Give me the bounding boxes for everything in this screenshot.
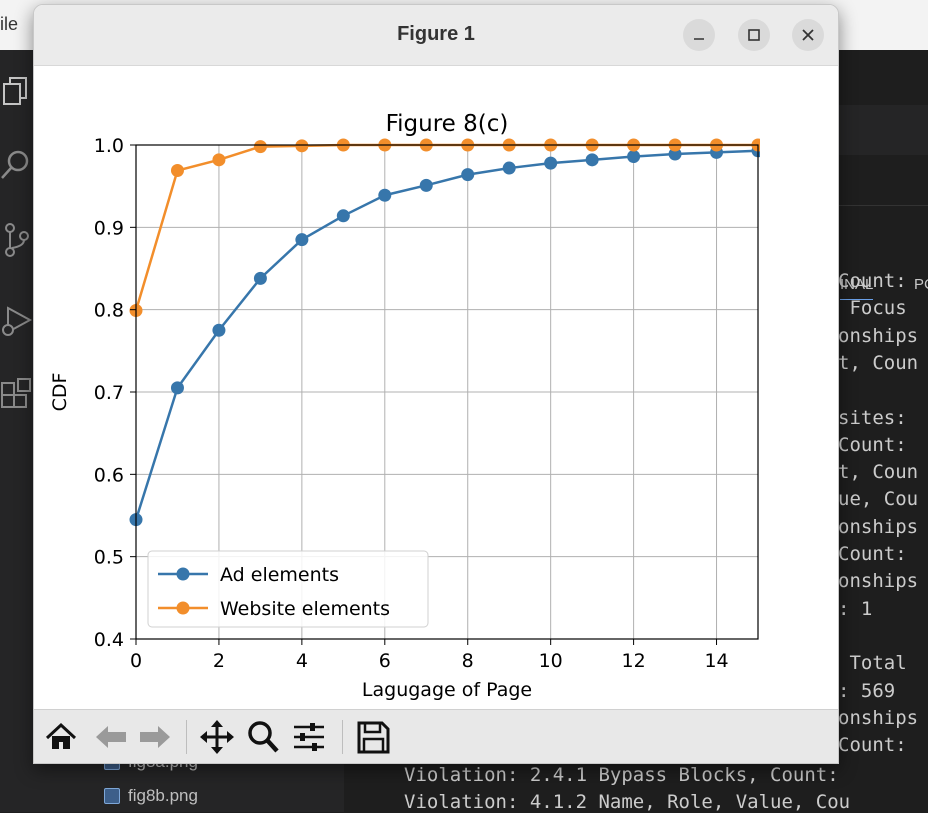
panel-tabs: INAL PC (344, 250, 928, 305)
terminal-line: onships (838, 706, 919, 729)
pan-icon[interactable] (198, 718, 236, 756)
maximize-button[interactable] (738, 19, 770, 51)
terminal-line: Total (838, 652, 907, 675)
maximize-icon (748, 29, 760, 41)
terminal-line: : 569 (838, 679, 896, 702)
y-tick-label: 0.9 (94, 217, 124, 239)
terminal-line: onships (838, 324, 919, 347)
image-file-icon (104, 788, 120, 804)
toolbar-separator (342, 720, 343, 754)
terminal-line: sites: (838, 406, 907, 429)
legend-label: Ad elements (220, 564, 339, 586)
minimize-icon (694, 38, 704, 40)
terminal-line: Count: (838, 433, 907, 456)
x-tick-label: 6 (379, 650, 391, 672)
run-debug-icon[interactable] (0, 300, 34, 340)
terminal-line: Violation: 2.4.1 Bypass Blocks, Count: (404, 764, 839, 786)
menu-item-file[interactable]: ile (0, 14, 19, 34)
terminal-line: t, Coun (838, 461, 919, 484)
search-icon[interactable] (0, 145, 34, 185)
x-axis-label: Lagugage of Page (362, 679, 532, 701)
legend-marker (176, 567, 190, 581)
terminal-line: Violation: 4.1.2 Name, Role, Value, Cou (404, 791, 851, 813)
data-point (295, 139, 309, 153)
legend-box (147, 550, 429, 628)
tab-ports[interactable]: PC (914, 276, 928, 293)
data-point (170, 164, 184, 178)
terminal-line: onships (838, 515, 919, 538)
terminal-line: ue, Cou (838, 488, 919, 511)
y-tick-label: 0.8 (94, 300, 124, 322)
terminal-line: Count: (838, 543, 907, 565)
y-tick-label: 0.6 (94, 464, 124, 486)
data-point (419, 178, 433, 192)
window-titlebar[interactable]: Figure 1 (34, 5, 838, 66)
data-point (461, 168, 475, 182)
save-icon[interactable] (354, 718, 392, 756)
data-point (253, 271, 267, 285)
terminal-line: onships (838, 570, 919, 593)
data-point (668, 147, 682, 161)
toolbar-separator (186, 720, 187, 754)
zoom-icon[interactable] (244, 718, 282, 756)
x-tick-label: 10 (539, 650, 563, 672)
explorer-icon[interactable] (0, 70, 34, 110)
data-point (212, 323, 226, 337)
x-tick-label: 12 (622, 650, 646, 672)
chart-svg: 0 2 4 6 8 10 12 14 0.4 0.5 0.6 0.7 0.8 0.9 1.0 Figure 8… (49, 111, 760, 701)
forward-icon[interactable] (136, 718, 174, 756)
y-tick-label: 0.5 (94, 547, 124, 569)
terminal-line: Count: (838, 734, 907, 757)
terminal-line: Count: (838, 270, 907, 292)
tab-terminal[interactable]: INAL (840, 276, 874, 300)
data-point (253, 140, 267, 154)
y-tick-label: 0.7 (94, 382, 124, 404)
x-tick-label: 14 (704, 650, 728, 672)
x-tick-label: 4 (296, 650, 308, 672)
activity-bar (0, 50, 34, 812)
data-point (585, 153, 599, 167)
y-axis-label: CDF (49, 373, 71, 412)
legend-label: Website elements (220, 598, 390, 620)
terminal-line: Focus (838, 297, 907, 320)
source-control-icon[interactable] (0, 220, 34, 260)
legend-marker (176, 601, 190, 615)
terminal-line: t, Coun (838, 351, 919, 374)
back-icon[interactable] (92, 718, 130, 756)
data-point (336, 209, 350, 223)
figure-window: Figure 1 0 2 4 6 8 10 12 14 0.4 0.5 0.6 0.7 0.8 0.9 1.… (33, 4, 839, 764)
configure-subplots-icon[interactable] (290, 718, 328, 756)
data-point (295, 233, 309, 247)
x-tick-label: 2 (213, 650, 225, 672)
data-point (627, 150, 641, 164)
data-point (378, 188, 392, 202)
home-icon[interactable] (42, 718, 80, 756)
window-title: Figure 1 (397, 23, 475, 45)
chart-title: Figure 8(c) (386, 111, 509, 137)
data-point (170, 381, 184, 395)
minimize-button[interactable] (683, 19, 715, 51)
terminal-line: : 1 (838, 597, 873, 620)
data-point (212, 153, 226, 167)
figure-canvas[interactable]: 0 2 4 6 8 10 12 14 0.4 0.5 0.6 0.7 0.8 0.9 1.0 Figure 8… (34, 66, 838, 709)
data-point (502, 161, 516, 175)
x-tick-label: 0 (130, 650, 142, 672)
x-tick-label: 8 (462, 650, 474, 672)
data-point (544, 156, 558, 170)
extensions-icon[interactable] (0, 375, 34, 415)
y-tick-label: 0.4 (94, 629, 124, 651)
series-line-1 (134, 149, 759, 520)
close-button[interactable] (792, 19, 824, 51)
navigation-toolbar (34, 709, 838, 763)
y-tick-label: 1.0 (94, 135, 124, 157)
close-icon (802, 29, 814, 41)
